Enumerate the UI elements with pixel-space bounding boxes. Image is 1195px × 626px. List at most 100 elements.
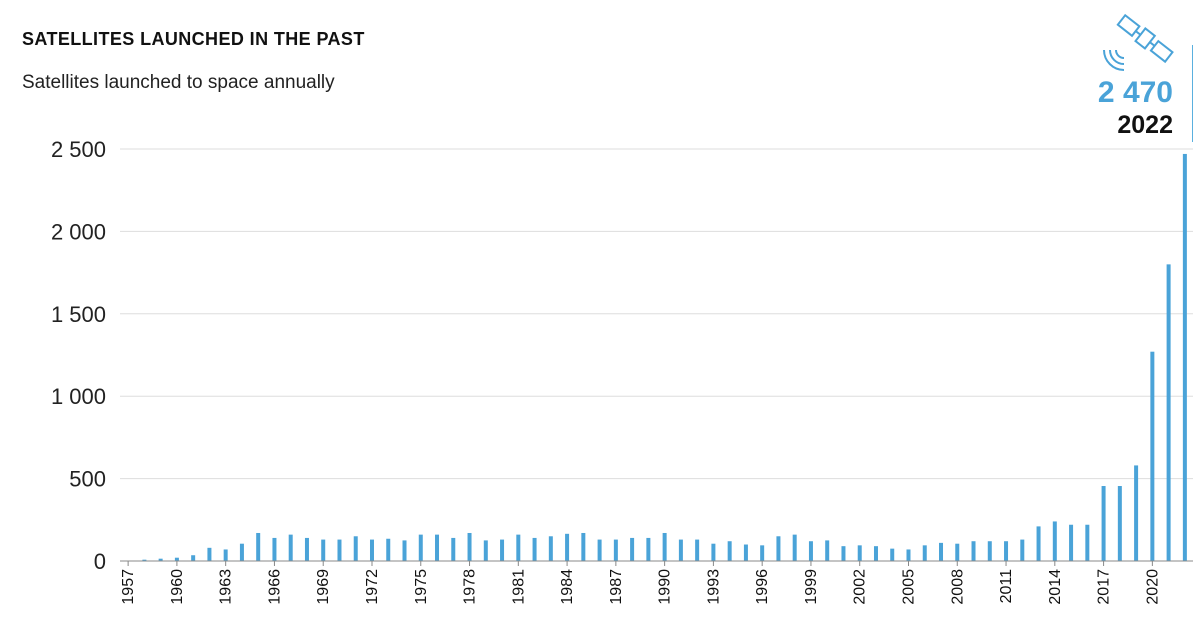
bar-2008	[955, 543, 960, 561]
bar-1969	[321, 539, 326, 561]
bar-2013	[1036, 526, 1041, 561]
bar-1987	[613, 539, 618, 561]
bar-2017	[1101, 486, 1106, 561]
bar-1995	[743, 544, 748, 561]
y-tick-label: 1 500	[51, 302, 106, 327]
bar-1997	[776, 536, 781, 561]
bar-1993	[711, 543, 716, 561]
y-tick-label: 2 000	[51, 219, 106, 244]
bar-1990	[662, 532, 667, 561]
bar-2009	[971, 541, 976, 561]
x-tick-label: 2008	[949, 569, 966, 605]
bar-1986	[597, 539, 602, 561]
y-tick-label: 500	[69, 467, 106, 492]
bar-1998	[792, 534, 797, 561]
bar-1982	[532, 537, 537, 561]
bar-2020	[1150, 351, 1155, 561]
bar-1977	[451, 537, 456, 561]
y-axis-ticks: 0 500 1 000 1 500 2 000 2 500	[51, 137, 106, 574]
bar-1979	[483, 540, 488, 561]
bar-1988	[630, 537, 635, 561]
bar-1976	[435, 534, 440, 561]
x-tick-label: 1978	[462, 569, 479, 605]
x-tick-label: 1960	[169, 569, 186, 605]
bar-1992	[695, 539, 700, 561]
x-tick-label: 2014	[1047, 569, 1064, 605]
bars	[126, 153, 1187, 562]
bar-2010	[987, 541, 992, 561]
x-tick-label: 1963	[218, 569, 235, 605]
bar-1970	[337, 539, 342, 561]
bar-2021	[1166, 264, 1171, 561]
x-tick-label: 1984	[559, 569, 576, 605]
bar-2015	[1069, 524, 1074, 561]
bar-1960	[174, 557, 179, 561]
callout-leader-line	[1192, 45, 1193, 142]
satellite-icon	[1103, 13, 1174, 71]
x-tick-label: 1966	[266, 569, 283, 605]
bar-1958	[142, 559, 147, 561]
x-tick-label: 1990	[657, 569, 674, 605]
bar-2014	[1052, 521, 1057, 561]
y-tick-label: 0	[94, 549, 106, 574]
x-tick-label: 1996	[754, 569, 771, 605]
bar-1965	[256, 532, 261, 561]
bar-2012	[1020, 539, 1025, 561]
bar-1983	[548, 536, 553, 561]
bar-1959	[158, 558, 163, 561]
x-axis-ticks: 1957 1960 1963 1966 1969 1972 1975 1978 1981 1984…	[120, 561, 1161, 605]
bar-2018	[1117, 486, 1122, 561]
bar-1968	[304, 537, 309, 561]
bar-1980	[500, 539, 505, 561]
bar-1962	[207, 547, 212, 561]
bar-1978	[467, 532, 472, 561]
x-tick-label: 1987	[608, 569, 625, 605]
x-tick-label: 1975	[413, 569, 430, 605]
chart-subtitle: Satellites launched to space annually	[22, 72, 335, 93]
x-tick-label: 1969	[315, 569, 332, 605]
bar-1996	[760, 545, 765, 561]
callout-year: 2022	[1117, 111, 1173, 139]
x-tick-label: 2011	[998, 569, 1015, 604]
x-tick-label: 1999	[803, 569, 820, 605]
bar-1989	[646, 537, 651, 561]
bar-2002	[857, 545, 862, 561]
bar-1967	[288, 534, 293, 561]
bar-2003	[873, 546, 878, 561]
bar-2004	[890, 548, 895, 561]
bar-2019	[1134, 465, 1139, 561]
bar-2006	[922, 545, 927, 561]
bar-1972	[369, 539, 374, 561]
bar-1961	[191, 555, 196, 561]
bar-2005	[906, 549, 911, 561]
bar-1975	[418, 534, 423, 561]
bar-1994	[727, 541, 732, 561]
bar-1974	[402, 540, 407, 561]
bar-2001	[841, 546, 846, 561]
x-tick-label: 1972	[364, 569, 381, 605]
chart-title: SATELLITES LAUNCHED IN THE PAST	[22, 29, 365, 49]
bar-1984	[565, 533, 570, 561]
bar-1973	[386, 538, 391, 561]
bar-2011	[1004, 541, 1009, 561]
bar-1966	[272, 537, 277, 561]
x-tick-label: 2017	[1096, 569, 1113, 605]
bar-2016	[1085, 524, 1090, 561]
x-tick-label: 1993	[705, 569, 722, 605]
callout-value: 2 470	[1097, 76, 1173, 109]
bar-2022	[1182, 153, 1187, 561]
x-tick-label: 2002	[852, 569, 869, 605]
bar-2007	[939, 542, 944, 561]
bar-1964	[239, 543, 244, 561]
bar-1991	[678, 539, 683, 561]
bar-1999	[808, 541, 813, 561]
bar-1963	[223, 549, 228, 561]
x-tick-label: 2020	[1144, 569, 1161, 605]
bar-1971	[353, 536, 358, 561]
y-tick-label: 2 500	[51, 137, 106, 162]
bar-1981	[516, 534, 521, 561]
grid-lines	[120, 148, 1193, 480]
x-tick-label: 1981	[510, 569, 527, 605]
bar-1985	[581, 532, 586, 561]
